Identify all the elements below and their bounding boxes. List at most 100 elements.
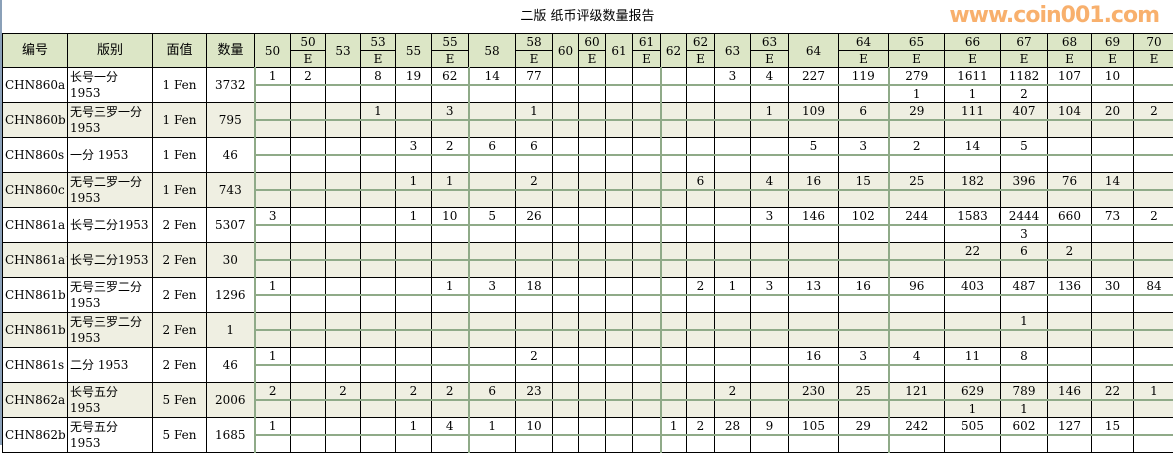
grade-count-cell-secondary: [1048, 85, 1092, 103]
grade-count-cell: [553, 138, 579, 156]
grade-count-cell-secondary: [633, 120, 661, 138]
grade-count-cell-secondary: [606, 120, 633, 138]
grade-count-cell: 1: [396, 173, 432, 191]
grade-count-cell-secondary: [839, 295, 889, 313]
grade-count-cell-secondary: [945, 260, 1001, 278]
grade-count-cell: [396, 243, 432, 261]
grade-count-cell-secondary: [579, 435, 606, 453]
grade-count-cell: 1: [1001, 313, 1048, 331]
grade-count-cell: [789, 243, 839, 261]
grade-count-cell: 2: [687, 418, 715, 436]
grade-count-cell-secondary: [633, 225, 661, 243]
grade-count-cell: 77: [516, 68, 553, 86]
grade-count-cell-secondary: [553, 295, 579, 313]
grade-count-cell: [579, 313, 606, 331]
grade-count-cell-secondary: [889, 400, 945, 418]
grade-count-cell-secondary: [255, 400, 291, 418]
grade-count-cell-secondary: [889, 330, 945, 348]
grade-count-cell-secondary: [633, 155, 661, 173]
grade-count-cell-secondary: [553, 225, 579, 243]
grade-count-cell-secondary: [553, 190, 579, 208]
grade-count-cell-secondary: [839, 190, 889, 208]
grade-count-cell: 1: [255, 348, 291, 366]
grade-count-cell-secondary: 1: [1001, 400, 1048, 418]
cell-count: 2006: [207, 383, 255, 418]
grade-count-cell: 660: [1048, 208, 1092, 226]
grade-count-cell-secondary: [606, 225, 633, 243]
grade-count-cell: [945, 313, 1001, 331]
grade-count-cell-secondary: [291, 120, 326, 138]
grade-count-cell-secondary: [326, 260, 361, 278]
grade-count-cell: [661, 278, 687, 296]
grade-count-cell-secondary: [516, 330, 553, 348]
grade-count-cell-secondary: [291, 435, 326, 453]
grade-count-cell-secondary: [326, 190, 361, 208]
grade-count-cell-secondary: [889, 260, 945, 278]
grade-count-cell: 29: [889, 103, 945, 121]
grade-count-cell-secondary: 1: [945, 400, 1001, 418]
grade-count-cell-secondary: [396, 365, 432, 383]
grade-count-cell-secondary: [1001, 190, 1048, 208]
grade-count-cell-secondary: [633, 190, 661, 208]
grade-count-cell: [715, 313, 751, 331]
grade-count-cell-secondary: [789, 120, 839, 138]
grade-count-cell: 227: [789, 68, 839, 86]
grade-count-cell: 10: [516, 418, 553, 436]
grade-count-cell: 242: [889, 418, 945, 436]
grade-count-cell: [432, 348, 469, 366]
grade-count-cell-secondary: [687, 155, 715, 173]
grade-count-cell-secondary: [687, 190, 715, 208]
grade-count-cell: [579, 348, 606, 366]
grade-count-cell: 487: [1001, 278, 1048, 296]
grade-count-cell: [553, 68, 579, 86]
grade-count-cell-secondary: [751, 260, 789, 278]
grade-count-cell: 1182: [1001, 68, 1048, 86]
grade-count-cell: [751, 243, 789, 261]
grade-count-cell-secondary: [516, 365, 553, 383]
grade-count-cell-secondary: [469, 330, 516, 348]
grade-count-cell: [606, 208, 633, 226]
grade-count-cell: [553, 103, 579, 121]
grade-count-cell: [579, 278, 606, 296]
grade-count-cell-secondary: [1134, 225, 1173, 243]
grade-count-cell: 10: [432, 208, 469, 226]
grade-count-cell: 146: [1048, 383, 1092, 401]
grade-count-cell-secondary: [1134, 330, 1173, 348]
grade-header-suffix: E: [579, 51, 606, 68]
grade-count-cell-secondary: [516, 400, 553, 418]
grade-count-cell: 22: [945, 243, 1001, 261]
cell-variety: 无号五分 1953: [68, 418, 153, 453]
grade-count-cell-secondary: [633, 260, 661, 278]
grade-count-cell-secondary: [326, 85, 361, 103]
grade-count-cell: [606, 68, 633, 86]
grade-count-cell-secondary: [1092, 85, 1134, 103]
grade-count-cell: [326, 418, 361, 436]
grade-count-cell: [606, 278, 633, 296]
grade-count-cell: 136: [1048, 278, 1092, 296]
grade-count-cell: 2: [516, 173, 553, 191]
grade-count-cell-secondary: [469, 85, 516, 103]
cell-count: 1685: [207, 418, 255, 453]
grade-count-cell: 111: [945, 103, 1001, 121]
grade-count-cell-secondary: [839, 260, 889, 278]
cell-variety: 长号五分 1953: [68, 383, 153, 418]
grade-count-cell-secondary: [1092, 400, 1134, 418]
grade-count-cell-secondary: [606, 155, 633, 173]
grade-count-cell-secondary: [789, 225, 839, 243]
grade-count-cell: [606, 348, 633, 366]
grade-count-cell-secondary: [255, 155, 291, 173]
grade-count-cell: [326, 138, 361, 156]
grade-count-cell: [1092, 313, 1134, 331]
grade-count-cell-secondary: [715, 155, 751, 173]
grade-count-cell: 2: [432, 383, 469, 401]
grade-count-cell: 4: [432, 418, 469, 436]
grade-count-cell: 230: [789, 383, 839, 401]
grade-count-cell: 182: [945, 173, 1001, 191]
grade-count-cell-secondary: [687, 260, 715, 278]
grade-count-cell: [661, 348, 687, 366]
cell-count: 46: [207, 348, 255, 383]
grade-count-cell: [661, 383, 687, 401]
grade-count-cell-secondary: [579, 400, 606, 418]
